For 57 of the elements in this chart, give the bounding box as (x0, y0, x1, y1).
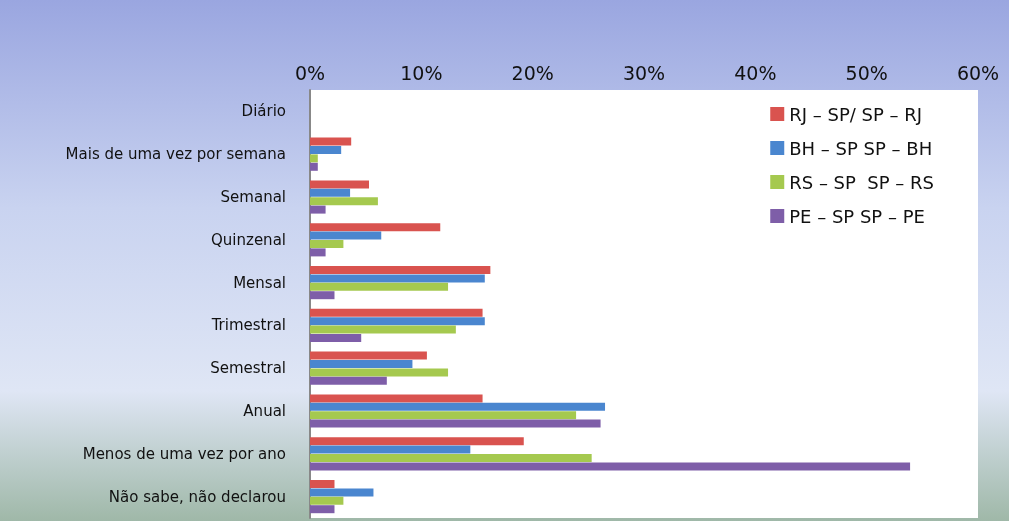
legend-label: RJ – SP/ SP – RJ (789, 103, 923, 125)
bar (310, 223, 441, 232)
bar (310, 496, 344, 505)
bar (310, 505, 335, 514)
bar (310, 248, 326, 257)
x-tick-label: 40% (734, 61, 777, 84)
bar (310, 231, 382, 240)
x-tick-label: 50% (845, 61, 888, 84)
y-tick-label: Quinzenal (211, 230, 286, 249)
legend-label: PE – SP SP – PE (789, 205, 925, 227)
bar (310, 394, 483, 403)
bar (310, 368, 449, 377)
x-tick-label: 10% (400, 61, 443, 84)
y-tick-label: Mais de uma vez por semana (65, 145, 286, 164)
y-tick-label: Menos de uma vez por ano (82, 444, 286, 463)
x-tick-label: 30% (622, 61, 666, 84)
bar (310, 454, 592, 462)
y-tick-label: Mensal (233, 273, 286, 292)
y-tick-label: Anual (243, 402, 286, 420)
bar (310, 488, 374, 497)
bar (310, 188, 351, 197)
bar (310, 282, 449, 291)
x-tick-label: 20% (511, 61, 554, 84)
bar (310, 462, 911, 471)
y-tick-label: Trimestral (210, 316, 286, 335)
bar (310, 376, 387, 385)
bar (310, 205, 326, 214)
bar (310, 266, 491, 274)
bar (310, 480, 335, 488)
bar (310, 360, 413, 368)
bar (310, 317, 485, 326)
bar (310, 325, 456, 334)
bar (310, 180, 370, 189)
bar (310, 402, 606, 411)
bar (310, 154, 318, 163)
bar (310, 437, 524, 446)
bar (310, 197, 378, 206)
y-tick-label: Semanal (220, 188, 286, 206)
y-tick-label: Não sabe, não declarou (108, 487, 286, 506)
bar (310, 137, 352, 146)
bar (310, 274, 485, 283)
bar (310, 351, 427, 360)
bar (310, 162, 318, 171)
bar (310, 308, 483, 317)
x-tick-label: 0% (294, 61, 326, 84)
bar (310, 411, 577, 420)
y-tick-label: Diário (241, 102, 286, 121)
bar (310, 240, 344, 248)
bar (310, 445, 471, 454)
bar (310, 146, 342, 154)
legend-label: BH – SP SP – BH (789, 137, 933, 159)
bar (310, 419, 601, 428)
bar (310, 291, 335, 300)
bar (310, 334, 362, 342)
y-tick-label: Semestral (210, 359, 286, 378)
x-tick-label: 60% (956, 61, 1000, 84)
legend-label: RS – SP SP – RS (789, 171, 935, 193)
